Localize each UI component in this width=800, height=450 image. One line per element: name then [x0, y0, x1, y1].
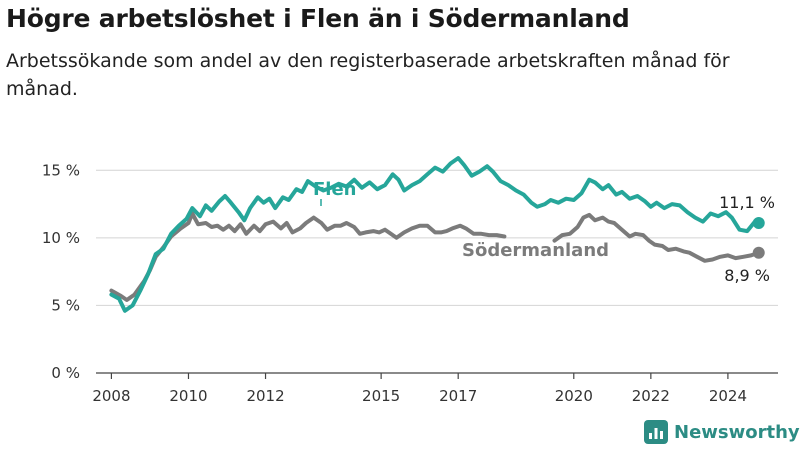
series-line-flen: [109, 156, 761, 313]
chart-title: Högre arbetslöshet i Flen än i Södermanl…: [6, 4, 630, 33]
x-tick-label: 2015: [362, 387, 400, 405]
series-label-flen: Flen: [313, 179, 357, 200]
x-tick-label: 2012: [246, 387, 284, 405]
series-label-sodermanland: Södermanland: [462, 240, 609, 261]
end-label-flen: 11,1 %: [719, 193, 775, 212]
x-tick-label: 2020: [555, 387, 593, 405]
brand-name: Newsworthy: [674, 421, 800, 443]
series-line-södermanland: [109, 211, 761, 302]
bar-chart-logo-icon: [644, 420, 668, 444]
y-tick-label: 15 %: [42, 161, 80, 179]
chart-subtitle: Arbetssökande som andel av den registerb…: [6, 50, 730, 100]
x-tick-label: 2017: [439, 387, 477, 405]
y-tick-label: 5 %: [51, 296, 80, 314]
series-endpoint-flen: [752, 216, 765, 229]
x-tick-label: 2008: [92, 387, 130, 405]
brand-logo[interactable]: Newsworthy: [644, 420, 800, 444]
x-tick-label: 2010: [169, 387, 207, 405]
series-endpoint-södermanland: [752, 246, 765, 259]
x-tick-label: 2022: [632, 387, 670, 405]
y-tick-label: 10 %: [42, 229, 80, 247]
x-tick-label: 2024: [709, 387, 747, 405]
y-tick-label: 0 %: [51, 364, 80, 382]
end-label-sodermanland: 8,9 %: [724, 266, 770, 285]
